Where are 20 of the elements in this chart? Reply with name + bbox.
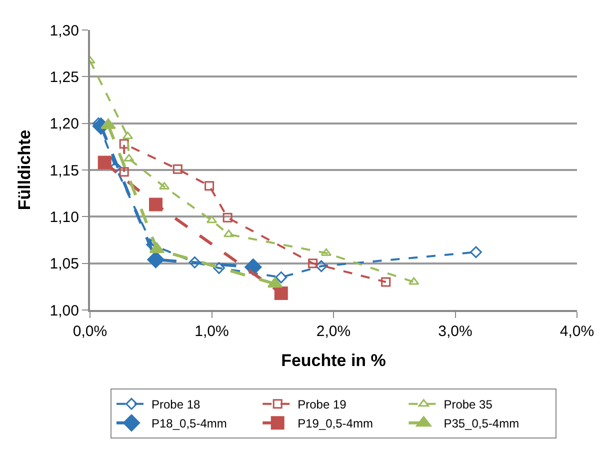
x-tick-label: 4,0% <box>560 323 594 340</box>
x-tick-label: 2,0% <box>316 323 351 340</box>
x-tick-label: 0,0% <box>72 323 108 340</box>
y-axis-title: Fülldichte <box>14 130 34 210</box>
y-tick-label: 1,00 <box>50 302 79 320</box>
legend-label: P35_0,5-4mm <box>444 416 520 431</box>
y-tick-label: 1,20 <box>50 116 79 133</box>
y-tick-label: 1,30 <box>50 22 79 40</box>
legend-label: Probe 35 <box>444 398 493 412</box>
x-axis-title: Feuchte in % <box>281 350 386 370</box>
legend-label: Probe 19 <box>298 398 347 412</box>
y-tick-label: 1,05 <box>50 256 79 273</box>
y-tick-label: 1,10 <box>50 208 79 226</box>
legend-label: P18_0,5-4mm <box>152 416 227 431</box>
y-tick-label: 1,15 <box>50 162 79 180</box>
x-tick-label: 1,0% <box>194 323 229 340</box>
legend-label: Probe 18 <box>152 398 201 412</box>
x-tick-label: 3,0% <box>438 323 472 340</box>
legend-label: P19_0,5-4mm <box>298 416 373 431</box>
y-tick-label: 1,25 <box>50 68 79 86</box>
